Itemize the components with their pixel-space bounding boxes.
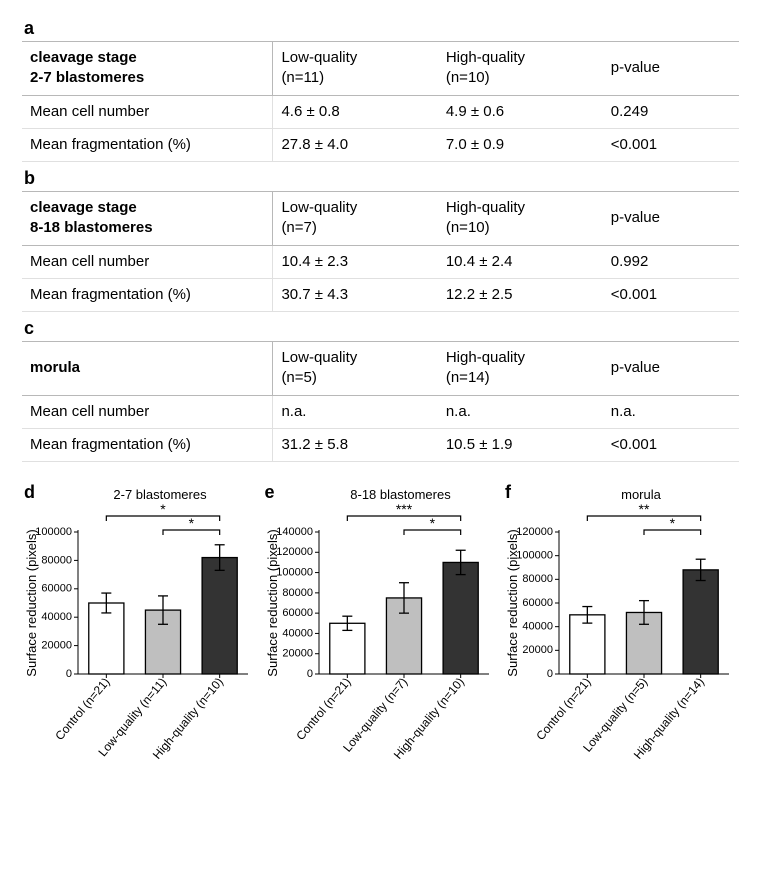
chart-f: fmorula020000400006000080000100000120000…	[503, 476, 739, 779]
chart-svg: 0 20000 40000 60000 80000 100000 120000Surface…	[503, 504, 739, 774]
table-a: cleavage stage2-7 blastomeresLow-quality…	[22, 41, 739, 162]
svg-text:60000: 60000	[522, 597, 553, 609]
svg-text:40000: 40000	[282, 627, 313, 639]
svg-text:20000: 20000	[282, 648, 313, 660]
charts-row: d2-7 blastomeres020000400006000080000100…	[22, 476, 739, 779]
svg-text:0: 0	[66, 668, 72, 680]
svg-text:40000: 40000	[522, 621, 553, 633]
table-c: morulaLow-quality(n=5)High-quality(n=14)…	[22, 341, 739, 462]
chart-title: morula	[503, 487, 739, 502]
x-category-label: Control (n=21)	[293, 675, 353, 743]
table-row: Mean fragmentation (%)31.2 ± 5.810.5 ± 1…	[22, 428, 739, 461]
x-category-label: Control (n=21)	[533, 675, 593, 743]
significance-label: ***	[395, 504, 412, 517]
svg-text:80000: 80000	[282, 587, 313, 599]
bar	[89, 603, 124, 674]
significance-label: **	[639, 504, 650, 517]
table-b: cleavage stage8-18 blastomeresLow-qualit…	[22, 191, 739, 312]
svg-text:120000: 120000	[276, 546, 313, 558]
svg-text:Surface reduction (pixels): Surface reduction (pixels)	[265, 529, 280, 676]
svg-text:120000: 120000	[516, 526, 553, 538]
svg-text:100000: 100000	[276, 566, 313, 578]
panel-label-a: a	[24, 18, 739, 39]
svg-text:0: 0	[306, 668, 312, 680]
svg-text:Surface reduction (pixels): Surface reduction (pixels)	[24, 529, 39, 676]
figure: acleavage stage2-7 blastomeresLow-qualit…	[22, 18, 739, 779]
x-category-label: Control (n=21)	[52, 675, 112, 743]
chart-svg: 0 20000 40000 60000 80000 100000Surface reduc…	[22, 504, 258, 774]
significance-label: *	[670, 515, 676, 531]
table-row: Mean cell number4.6 ± 0.84.9 ± 0.60.249	[22, 95, 739, 128]
significance-label: *	[189, 515, 195, 531]
table-row: Mean fragmentation (%)30.7 ± 4.312.2 ± 2…	[22, 278, 739, 311]
panel-label-b: b	[24, 168, 739, 189]
svg-text:140000: 140000	[276, 526, 313, 538]
tables-container: acleavage stage2-7 blastomeresLow-qualit…	[22, 18, 739, 462]
svg-text:60000: 60000	[41, 583, 72, 595]
panel-label-c: c	[24, 318, 739, 339]
svg-text:60000: 60000	[282, 607, 313, 619]
chart-d: d2-7 blastomeres020000400006000080000100…	[22, 476, 258, 779]
svg-text:100000: 100000	[35, 526, 72, 538]
svg-text:20000: 20000	[41, 640, 72, 652]
chart-e: e8-18 blastomeres02000040000600008000010…	[263, 476, 499, 779]
chart-title: 8-18 blastomeres	[263, 487, 499, 502]
svg-text:80000: 80000	[522, 573, 553, 585]
svg-text:Surface reduction (pixels): Surface reduction (pixels)	[505, 529, 520, 676]
svg-text:20000: 20000	[522, 644, 553, 656]
chart-title: 2-7 blastomeres	[22, 487, 258, 502]
significance-label: *	[160, 504, 166, 517]
bar	[443, 562, 478, 674]
svg-text:40000: 40000	[41, 611, 72, 623]
svg-text:0: 0	[547, 668, 553, 680]
table-row: Mean fragmentation (%)27.8 ± 4.07.0 ± 0.…	[22, 128, 739, 161]
bar	[683, 570, 718, 674]
table-row: Mean cell numbern.a.n.a.n.a.	[22, 395, 739, 428]
svg-text:100000: 100000	[516, 550, 553, 562]
bar	[202, 558, 237, 674]
chart-svg: 0 20000 40000 60000 80000 100000 120000 140000S…	[263, 504, 499, 774]
significance-label: *	[429, 515, 435, 531]
table-row: Mean cell number10.4 ± 2.310.4 ± 2.40.99…	[22, 245, 739, 278]
svg-text:80000: 80000	[41, 554, 72, 566]
